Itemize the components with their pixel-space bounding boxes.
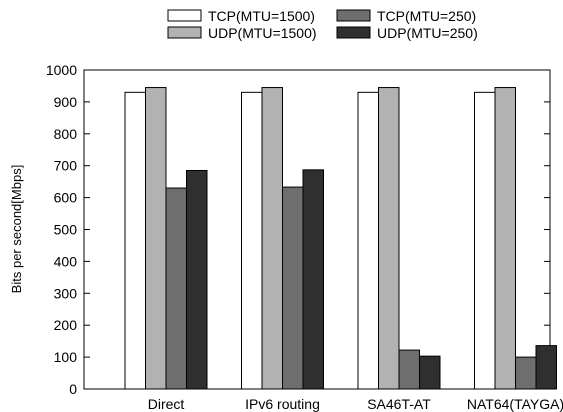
legend-swatch: [336, 26, 371, 39]
y-axis: 0 100 200 300 400 500 600 700 800 900 1000: [46, 62, 550, 397]
legend: TCP(MTU=1500)UDP(MTU=1500) TCP(MTU=250)UD…: [167, 8, 478, 41]
y-tick-label: 300: [54, 285, 78, 301]
bar-tcp-mtu-1500--sa46t-at: [357, 91, 379, 390]
y-tick-label: 800: [54, 126, 78, 142]
bar-udp-mtu-1500--nat64-tayga-: [494, 87, 516, 390]
x-axis: Direct IPv6 routing SA46T-AT NAT64(TAYGA): [148, 383, 563, 412]
legend-swatch: [167, 9, 202, 22]
legend-label: UDP(MTU=250): [377, 25, 478, 41]
y-tick-label: 500: [54, 222, 78, 238]
bar-udp-mtu-250--ipv6-routing: [302, 169, 324, 390]
legend-label: TCP(MTU=1500): [208, 8, 315, 24]
y-tick-label: 700: [54, 158, 78, 174]
bar-tcp-mtu-250--nat64-tayga-: [515, 356, 537, 390]
bar-tcp-mtu-1500--ipv6-routing: [241, 91, 263, 390]
x-tick-label: IPv6 routing: [245, 396, 320, 412]
bar-udp-mtu-1500--direct: [145, 87, 167, 390]
bar-tcp-mtu-250--ipv6-routing: [282, 186, 304, 390]
x-tick-label: SA46T-AT: [367, 396, 431, 412]
bars: [124, 87, 557, 390]
bar-udp-mtu-250--direct: [186, 169, 208, 390]
bar-tcp-mtu-250--sa46t-at: [398, 349, 420, 390]
y-tick-label: 200: [54, 317, 78, 333]
y-tick-label: 400: [54, 253, 78, 269]
y-tick-label: 600: [54, 190, 78, 206]
y-tick-label: 100: [54, 349, 78, 365]
legend-swatch: [167, 26, 202, 39]
y-axis-title: Bits per second[Mbps]: [9, 165, 24, 294]
x-tick-label: NAT64(TAYGA): [467, 396, 563, 412]
bar-udp-mtu-1500--ipv6-routing: [261, 87, 283, 390]
bar-tcp-mtu-250--direct: [165, 187, 187, 390]
legend-label: TCP(MTU=250): [377, 8, 476, 24]
bar-udp-mtu-250--sa46t-at: [419, 355, 441, 390]
bar-tcp-mtu-1500--direct: [124, 91, 146, 390]
legend-label: UDP(MTU=1500): [208, 25, 317, 41]
y-tick-label: 0: [69, 381, 77, 397]
x-tick-label: Direct: [148, 396, 185, 412]
bar-udp-mtu-250--nat64-tayga-: [535, 345, 557, 390]
y-tick-label: 900: [54, 94, 78, 110]
legend-swatch: [336, 9, 371, 22]
bar-tcp-mtu-1500--nat64-tayga-: [474, 91, 496, 390]
bar-udp-mtu-1500--sa46t-at: [378, 87, 400, 390]
y-tick-label: 1000: [46, 62, 77, 78]
